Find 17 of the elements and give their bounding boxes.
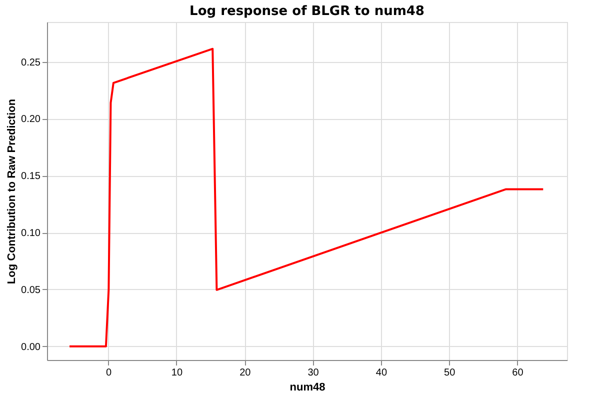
y-tick-label: 0.00 <box>21 342 41 353</box>
x-tick-label: 10 <box>171 368 183 378</box>
x-tick-label: 40 <box>376 368 388 378</box>
chart-title: Log response of BLGR to num48 <box>190 4 424 19</box>
x-tick-label: 30 <box>308 368 320 378</box>
y-tick-label: 0.25 <box>21 57 41 68</box>
x-tick-label: 0 <box>106 368 112 378</box>
x-tick-label: 50 <box>444 368 456 378</box>
x-tick-label: 20 <box>240 368 252 378</box>
y-tick-label: 0.15 <box>21 171 41 182</box>
line-series <box>68 48 544 348</box>
x-axis-title: num48 <box>290 382 326 394</box>
y-tick-label: 0.10 <box>21 228 41 240</box>
y-axis-title: Log Contribution to Raw Prediction <box>6 98 18 284</box>
y-tick-label: 0.20 <box>21 114 41 126</box>
y-tick-label: 0.05 <box>21 284 41 296</box>
x-tick-label: 60 <box>512 368 524 378</box>
